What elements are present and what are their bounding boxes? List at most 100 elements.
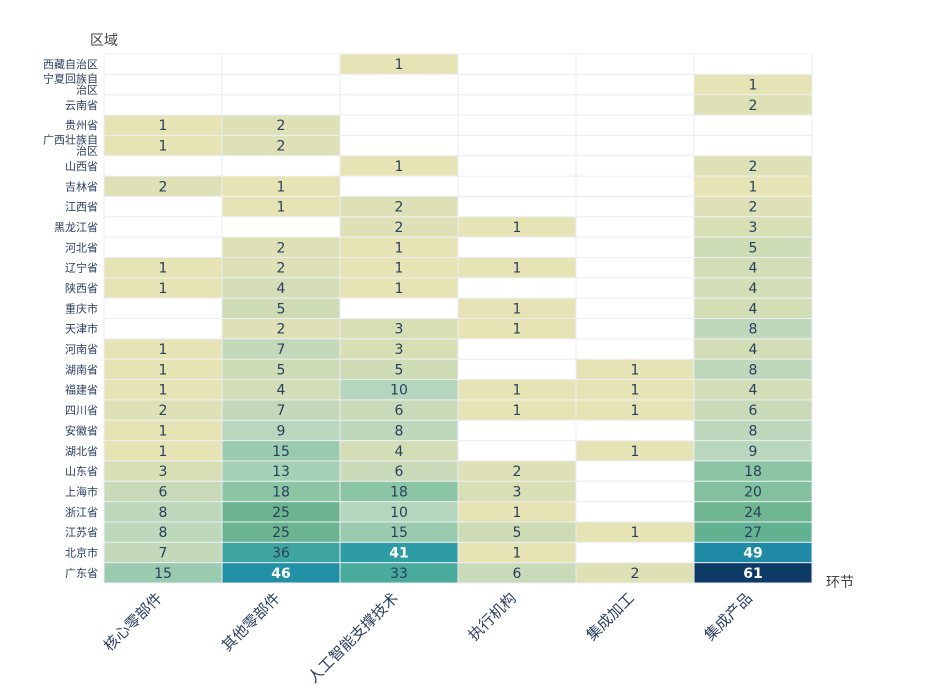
heatmap-cell bbox=[694, 563, 812, 583]
heatmap-cell bbox=[694, 74, 812, 95]
x-axis-title: 环节 bbox=[826, 575, 854, 591]
cell-value-label: 2 bbox=[159, 403, 168, 419]
y-tick-label: 山东省 bbox=[65, 465, 98, 478]
cell-value-label: 7 bbox=[277, 342, 286, 358]
cell-value-label: 6 bbox=[513, 566, 522, 582]
cell-value-label: 18 bbox=[744, 464, 762, 480]
cell-value-label: 2 bbox=[749, 200, 758, 216]
heatmap-cell bbox=[694, 257, 812, 278]
heatmap-cell bbox=[340, 420, 458, 441]
y-tick-label: 广西壮族自治区 bbox=[43, 133, 98, 158]
heatmap-cell bbox=[458, 400, 576, 420]
cell-value-label: 1 bbox=[395, 57, 404, 73]
cell-value-label: 3 bbox=[749, 220, 758, 236]
heatmap-cell bbox=[694, 319, 812, 339]
cell-value-label: 1 bbox=[513, 220, 522, 236]
x-tick-label: 集成产品 bbox=[701, 589, 756, 644]
y-tick-label: 陕西省 bbox=[65, 281, 98, 295]
heatmap-cell bbox=[340, 380, 458, 400]
cell-value-label: 1 bbox=[159, 342, 168, 358]
heatmap-cell bbox=[340, 542, 458, 563]
cell-value-label: 3 bbox=[395, 322, 404, 338]
y-tick-label: 辽宁省 bbox=[65, 261, 98, 275]
heatmap-cell bbox=[576, 563, 694, 583]
heatmap-cell bbox=[340, 481, 458, 502]
heatmap-cell bbox=[694, 339, 812, 359]
cell-value-label: 9 bbox=[749, 444, 758, 460]
heatmap-cell bbox=[694, 420, 812, 441]
cell-value-label: 2 bbox=[277, 322, 286, 338]
heatmap-cell bbox=[222, 400, 340, 420]
cell-value-label: 8 bbox=[749, 322, 758, 338]
cell-value-label: 1 bbox=[159, 423, 168, 439]
cell-value-label: 3 bbox=[395, 342, 404, 358]
y-tick-label: 江西省 bbox=[65, 201, 98, 214]
y-tick-label: 上海市 bbox=[65, 484, 98, 498]
cell-value-label: 4 bbox=[395, 444, 404, 460]
x-tick-label: 执行机构 bbox=[465, 589, 520, 644]
heatmap-cell bbox=[104, 115, 222, 135]
heatmap-cell bbox=[340, 563, 458, 583]
y-tick-label: 四川省 bbox=[65, 404, 98, 417]
cell-value-label: 3 bbox=[513, 484, 522, 500]
cell-value-label: 1 bbox=[513, 383, 522, 399]
heatmap-cell bbox=[222, 481, 340, 502]
cell-value-label: 33 bbox=[390, 566, 408, 582]
heatmap-cell bbox=[694, 298, 812, 318]
heatmap-cell bbox=[694, 95, 812, 115]
heatmap-cell bbox=[458, 257, 576, 278]
heatmap-cell bbox=[576, 380, 694, 400]
cell-value-label: 2 bbox=[395, 200, 404, 216]
cell-value-label: 1 bbox=[631, 444, 640, 460]
cell-value-label: 1 bbox=[395, 240, 404, 256]
cell-value-label: 5 bbox=[749, 240, 758, 256]
heatmap-cell bbox=[458, 481, 576, 502]
heatmap-cell bbox=[458, 502, 576, 522]
heatmap-cell bbox=[340, 278, 458, 298]
heatmap-cell bbox=[458, 217, 576, 237]
y-tick-label: 重庆市 bbox=[65, 301, 98, 315]
cell-value-label: 41 bbox=[389, 545, 408, 561]
heatmap-cell bbox=[458, 461, 576, 481]
heatmap-cell bbox=[340, 359, 458, 380]
y-tick-label: 云南省 bbox=[65, 99, 98, 112]
cell-value-label: 10 bbox=[390, 505, 408, 521]
y-tick-label: 江苏省 bbox=[65, 526, 98, 539]
cell-value-label: 5 bbox=[513, 525, 522, 541]
heatmap-cell bbox=[340, 319, 458, 339]
heatmap-cell bbox=[222, 420, 340, 441]
heatmap-cell bbox=[222, 441, 340, 461]
heatmap-cell bbox=[694, 502, 812, 522]
heatmap-cell bbox=[458, 563, 576, 583]
cell-value-label: 1 bbox=[395, 261, 404, 277]
y-tick-label: 黑龙江省 bbox=[54, 221, 98, 234]
heatmap-cell bbox=[694, 237, 812, 257]
heatmap-cell bbox=[222, 115, 340, 135]
cell-value-label: 4 bbox=[749, 383, 758, 399]
heatmap-cell bbox=[340, 257, 458, 278]
cell-value-label: 49 bbox=[743, 545, 762, 561]
heatmap-cell bbox=[340, 217, 458, 237]
cell-value-label: 6 bbox=[749, 403, 758, 419]
cell-value-label: 7 bbox=[159, 545, 168, 561]
heatmap-cell bbox=[222, 339, 340, 359]
heatmap-cell bbox=[222, 502, 340, 522]
cell-value-label: 8 bbox=[749, 362, 758, 378]
y-tick-label: 西藏自治区 bbox=[43, 57, 98, 71]
cell-value-label: 5 bbox=[395, 362, 404, 378]
cell-value-label: 8 bbox=[749, 423, 758, 439]
y-tick-label: 河北省 bbox=[65, 241, 98, 254]
heatmap-cell bbox=[694, 278, 812, 298]
cell-value-label: 1 bbox=[513, 322, 522, 338]
cell-value-label: 6 bbox=[159, 484, 168, 500]
heatmap-cell bbox=[222, 319, 340, 339]
cell-value-label: 4 bbox=[749, 301, 758, 317]
x-tick-label: 其他零部件 bbox=[218, 589, 284, 655]
heatmap-cell bbox=[340, 54, 458, 74]
cell-value-label: 1 bbox=[749, 179, 758, 195]
heatmap-cell bbox=[104, 542, 222, 563]
cell-value-label: 2 bbox=[277, 240, 286, 256]
cell-value-label: 1 bbox=[395, 159, 404, 175]
heatmap-cell bbox=[222, 359, 340, 380]
cell-value-label: 2 bbox=[749, 98, 758, 114]
